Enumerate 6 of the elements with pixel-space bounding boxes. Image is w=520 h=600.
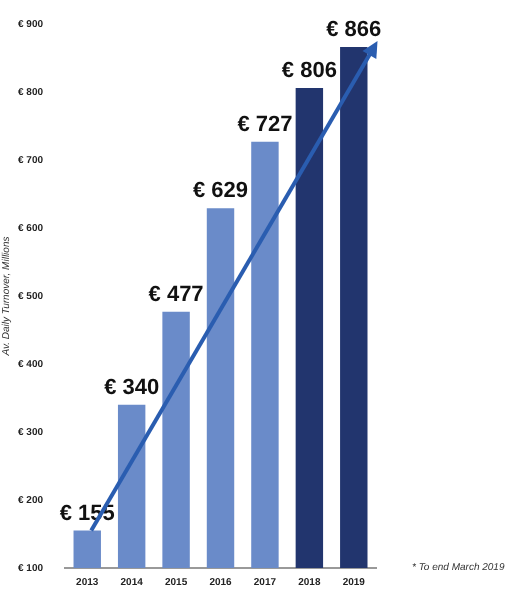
data-label: € 340 xyxy=(104,375,160,400)
data-label: € 806 xyxy=(281,58,337,83)
data-label: € 866 xyxy=(326,18,382,43)
data-label: € 629 xyxy=(192,179,249,204)
data-label: € 477 xyxy=(148,282,204,307)
data-label: € 727 xyxy=(237,112,293,137)
